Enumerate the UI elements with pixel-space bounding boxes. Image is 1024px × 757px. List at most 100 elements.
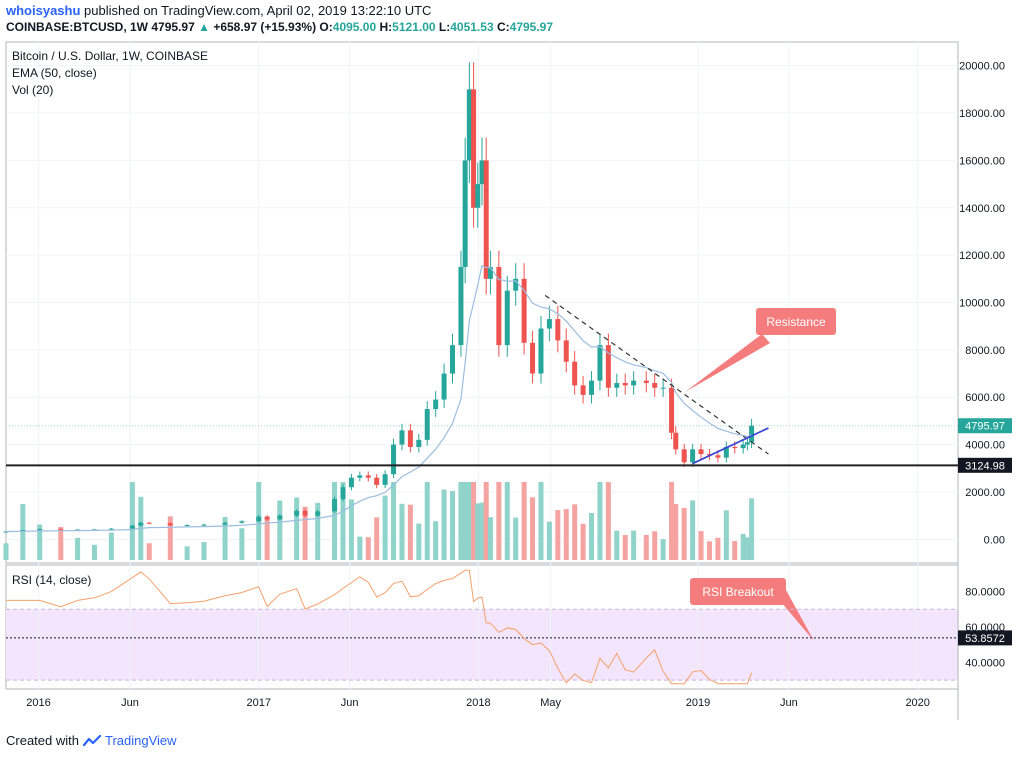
time-tick-label: Jun bbox=[780, 697, 798, 709]
volume-bar bbox=[264, 517, 270, 560]
support-trendline bbox=[692, 427, 769, 465]
candle-body bbox=[256, 516, 262, 522]
volume-bar bbox=[91, 544, 97, 560]
candle-body bbox=[723, 446, 729, 458]
volume-bar bbox=[546, 521, 552, 560]
volume-bar bbox=[382, 495, 388, 560]
volume-bar bbox=[513, 517, 519, 560]
volume-bar bbox=[167, 516, 173, 560]
volume-bar bbox=[184, 546, 190, 560]
volume-bar bbox=[597, 482, 603, 560]
volume-bar bbox=[146, 543, 152, 560]
candle-body bbox=[167, 523, 173, 526]
volume-bar bbox=[450, 491, 456, 560]
volume-bar bbox=[690, 500, 696, 560]
price-tick-label: 14000.00 bbox=[959, 203, 1005, 215]
candle-body bbox=[622, 383, 628, 386]
candle-body bbox=[302, 510, 308, 516]
volume-bar bbox=[555, 510, 561, 560]
candle-body bbox=[407, 430, 413, 447]
tradingview-brand-link[interactable]: TradingView bbox=[104, 733, 177, 748]
legend-rsi: RSI (14, close) bbox=[12, 573, 91, 587]
price-tick-label: 20000.00 bbox=[959, 61, 1005, 73]
tradingview-logo-icon bbox=[82, 734, 101, 746]
volume-bar bbox=[466, 482, 472, 560]
volume-bar bbox=[441, 489, 447, 560]
candle-body bbox=[146, 522, 152, 524]
candle-body bbox=[441, 373, 447, 400]
volume-bar bbox=[572, 504, 578, 560]
candle-body bbox=[631, 380, 637, 386]
volume-bar bbox=[294, 497, 300, 560]
time-tick-label: 2016 bbox=[26, 697, 50, 709]
time-tick-label: May bbox=[540, 697, 561, 709]
volume-bar bbox=[660, 539, 666, 560]
ema-line bbox=[5, 264, 752, 533]
volume-bar bbox=[631, 530, 637, 560]
last-price-tag: 4795.97 bbox=[958, 418, 1012, 434]
candle-body bbox=[424, 409, 430, 440]
close-label: C: bbox=[496, 20, 510, 34]
hline-tag-text: 3124.98 bbox=[965, 460, 1005, 472]
volume-bar bbox=[740, 533, 746, 560]
candle-body bbox=[340, 487, 346, 500]
volume-bar bbox=[277, 500, 283, 560]
time-tick-label: Jun bbox=[121, 697, 139, 709]
price-chart[interactable]: Resistance RSI Breakout Bitcoin / U.S. D… bbox=[0, 38, 1024, 724]
candle-body bbox=[433, 399, 439, 410]
rsi-last-tag: 53.8572 bbox=[958, 630, 1012, 646]
candle-body bbox=[475, 184, 481, 208]
volume-bar bbox=[424, 482, 430, 560]
candle-body bbox=[37, 529, 43, 531]
volume-bar bbox=[479, 502, 485, 560]
grid bbox=[6, 42, 958, 689]
candle-body bbox=[239, 521, 245, 523]
candle-body bbox=[530, 342, 536, 374]
volume-bar bbox=[20, 503, 26, 560]
volume-bar bbox=[365, 537, 371, 560]
candle-body bbox=[416, 439, 422, 447]
candle-body bbox=[462, 160, 468, 267]
candle-body bbox=[471, 89, 477, 208]
price-tick-label: 18000.00 bbox=[959, 108, 1005, 120]
volume-bar bbox=[391, 482, 397, 560]
candle-body bbox=[374, 477, 380, 485]
candle-body bbox=[138, 522, 144, 526]
resistance-label: Resistance bbox=[766, 315, 826, 329]
candle-body bbox=[555, 319, 561, 341]
author-link[interactable]: whoisyashu bbox=[6, 3, 81, 18]
volume-bar bbox=[471, 482, 477, 560]
price-axis: 20000.00 18000.00 16000.00 14000.00 12000.00… bbox=[959, 61, 1005, 547]
legend-volume: Vol (20) bbox=[12, 83, 53, 97]
candle-body bbox=[294, 510, 300, 516]
price-tick-label: 4000.00 bbox=[965, 440, 1005, 452]
volume-bar bbox=[706, 541, 712, 560]
candle-body bbox=[698, 449, 704, 455]
candle-body bbox=[332, 499, 338, 512]
candle-body bbox=[277, 515, 283, 520]
candle-body bbox=[614, 383, 620, 388]
candle-body bbox=[652, 383, 658, 388]
candle-body bbox=[264, 516, 270, 520]
volume-bar bbox=[129, 482, 135, 560]
candle-body bbox=[108, 528, 114, 530]
volume-bar bbox=[483, 482, 489, 560]
volume-bar bbox=[673, 503, 679, 560]
volume-bar bbox=[222, 517, 228, 560]
volume-bar bbox=[605, 482, 611, 560]
price-tick-label: 6000.00 bbox=[965, 392, 1005, 404]
rsi-tick-label: 80.0000 bbox=[965, 587, 1005, 599]
high-label: H: bbox=[379, 20, 393, 34]
time-axis: 2016 Jun 2017 Jun 2018 May 2019 Jun 2020 bbox=[26, 697, 930, 709]
price-tick-label: 16000.00 bbox=[959, 155, 1005, 167]
candle-body bbox=[521, 278, 527, 343]
candle-body bbox=[348, 477, 354, 488]
time-tick-label: 2018 bbox=[466, 697, 490, 709]
publish-info: whoisyashu published on TradingView.com,… bbox=[6, 3, 431, 18]
candle-body bbox=[365, 475, 371, 478]
volume-bar bbox=[563, 509, 569, 560]
volume-bar bbox=[462, 482, 468, 560]
volume-bar bbox=[681, 507, 687, 560]
candle-body bbox=[504, 290, 510, 346]
